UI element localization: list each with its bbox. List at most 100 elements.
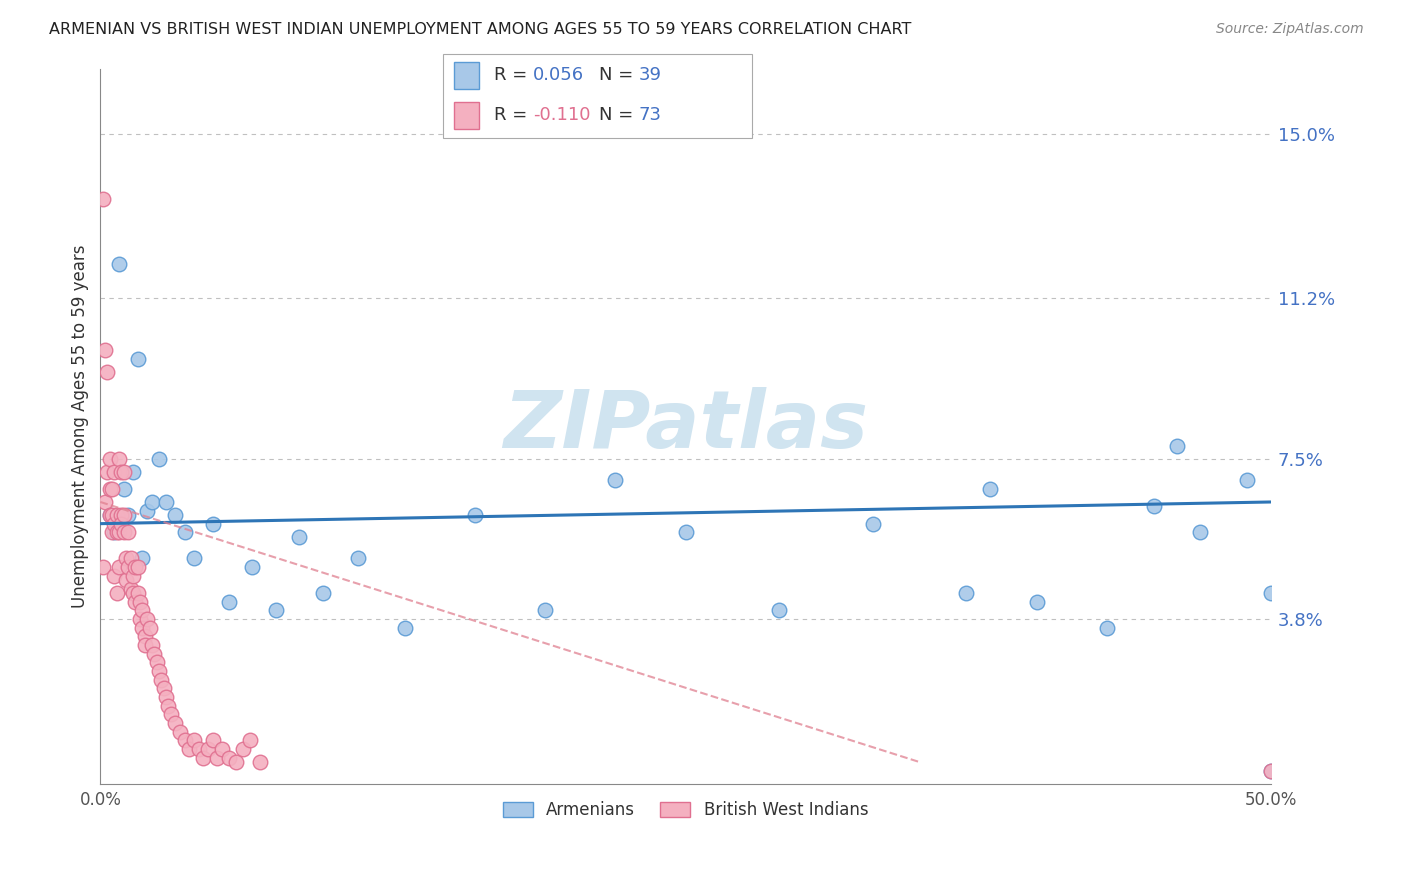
Point: [201, 516, 224, 531]
Text: R =: R =: [494, 106, 533, 124]
Point: [675, 525, 697, 540]
Point: [159, 707, 181, 722]
Text: R =: R =: [494, 67, 533, 85]
Point: [103, 525, 125, 540]
Point: [183, 551, 205, 566]
Point: [122, 586, 145, 600]
Point: [108, 451, 131, 466]
Point: [112, 525, 135, 540]
Point: [218, 750, 240, 764]
Point: [112, 465, 135, 479]
Point: [103, 516, 125, 531]
Point: [534, 603, 557, 617]
Point: [105, 525, 128, 540]
Point: [218, 595, 240, 609]
Point: [131, 621, 153, 635]
Point: [115, 573, 138, 587]
Point: [110, 508, 132, 522]
Text: Source: ZipAtlas.com: Source: ZipAtlas.com: [1216, 22, 1364, 37]
Point: [394, 621, 416, 635]
Point: [193, 750, 215, 764]
Point: [127, 586, 149, 600]
Point: [112, 482, 135, 496]
Point: [98, 508, 121, 522]
Point: [101, 525, 124, 540]
Point: [1189, 525, 1212, 540]
Text: 73: 73: [638, 106, 661, 124]
Point: [101, 482, 124, 496]
Point: [145, 656, 167, 670]
Point: [138, 621, 160, 635]
Point: [124, 595, 146, 609]
Point: [1260, 764, 1282, 778]
Point: [134, 638, 156, 652]
Point: [1260, 586, 1282, 600]
Point: [211, 742, 233, 756]
Point: [232, 742, 254, 756]
Point: [165, 716, 187, 731]
Point: [117, 525, 139, 540]
Point: [120, 551, 142, 566]
Point: [187, 742, 209, 756]
Legend: Armenians, British West Indians: Armenians, British West Indians: [496, 794, 875, 825]
Text: N =: N =: [599, 67, 638, 85]
Point: [110, 465, 132, 479]
Point: [141, 495, 163, 509]
Point: [768, 603, 790, 617]
Point: [96, 365, 118, 379]
Text: 0.056: 0.056: [533, 67, 583, 85]
Point: [955, 586, 977, 600]
Point: [862, 516, 884, 531]
Point: [346, 551, 368, 566]
Point: [197, 742, 219, 756]
Text: 39: 39: [638, 67, 661, 85]
Point: [225, 755, 247, 769]
Point: [122, 568, 145, 582]
Point: [124, 560, 146, 574]
Point: [96, 465, 118, 479]
Point: [242, 560, 264, 574]
Point: [129, 595, 152, 609]
Point: [117, 560, 139, 574]
Point: [108, 256, 131, 270]
Point: [129, 612, 152, 626]
Point: [249, 755, 271, 769]
Point: [148, 451, 170, 466]
Point: [152, 681, 174, 696]
Point: [98, 508, 121, 522]
Point: [94, 343, 117, 358]
Point: [201, 733, 224, 747]
Point: [131, 551, 153, 566]
Point: [127, 351, 149, 366]
Point: [134, 629, 156, 643]
Point: [150, 673, 173, 687]
Point: [136, 612, 159, 626]
Text: N =: N =: [599, 106, 638, 124]
Point: [157, 698, 180, 713]
Text: -0.110: -0.110: [533, 106, 591, 124]
Point: [94, 495, 117, 509]
Point: [136, 503, 159, 517]
Point: [183, 733, 205, 747]
Point: [108, 525, 131, 540]
Point: [979, 482, 1001, 496]
Point: [103, 568, 125, 582]
Point: [1025, 595, 1047, 609]
Point: [141, 638, 163, 652]
Point: [91, 192, 114, 206]
Point: [103, 465, 125, 479]
Point: [127, 560, 149, 574]
Point: [173, 525, 195, 540]
Point: [165, 508, 187, 522]
Point: [143, 647, 166, 661]
Point: [173, 733, 195, 747]
Text: ZIPatlas: ZIPatlas: [503, 387, 868, 465]
Point: [110, 516, 132, 531]
Point: [115, 551, 138, 566]
Point: [179, 742, 201, 756]
Point: [120, 582, 142, 596]
Point: [1143, 500, 1166, 514]
Text: ARMENIAN VS BRITISH WEST INDIAN UNEMPLOYMENT AMONG AGES 55 TO 59 YEARS CORRELATI: ARMENIAN VS BRITISH WEST INDIAN UNEMPLOY…: [49, 22, 911, 37]
Point: [264, 603, 287, 617]
Point: [312, 586, 335, 600]
